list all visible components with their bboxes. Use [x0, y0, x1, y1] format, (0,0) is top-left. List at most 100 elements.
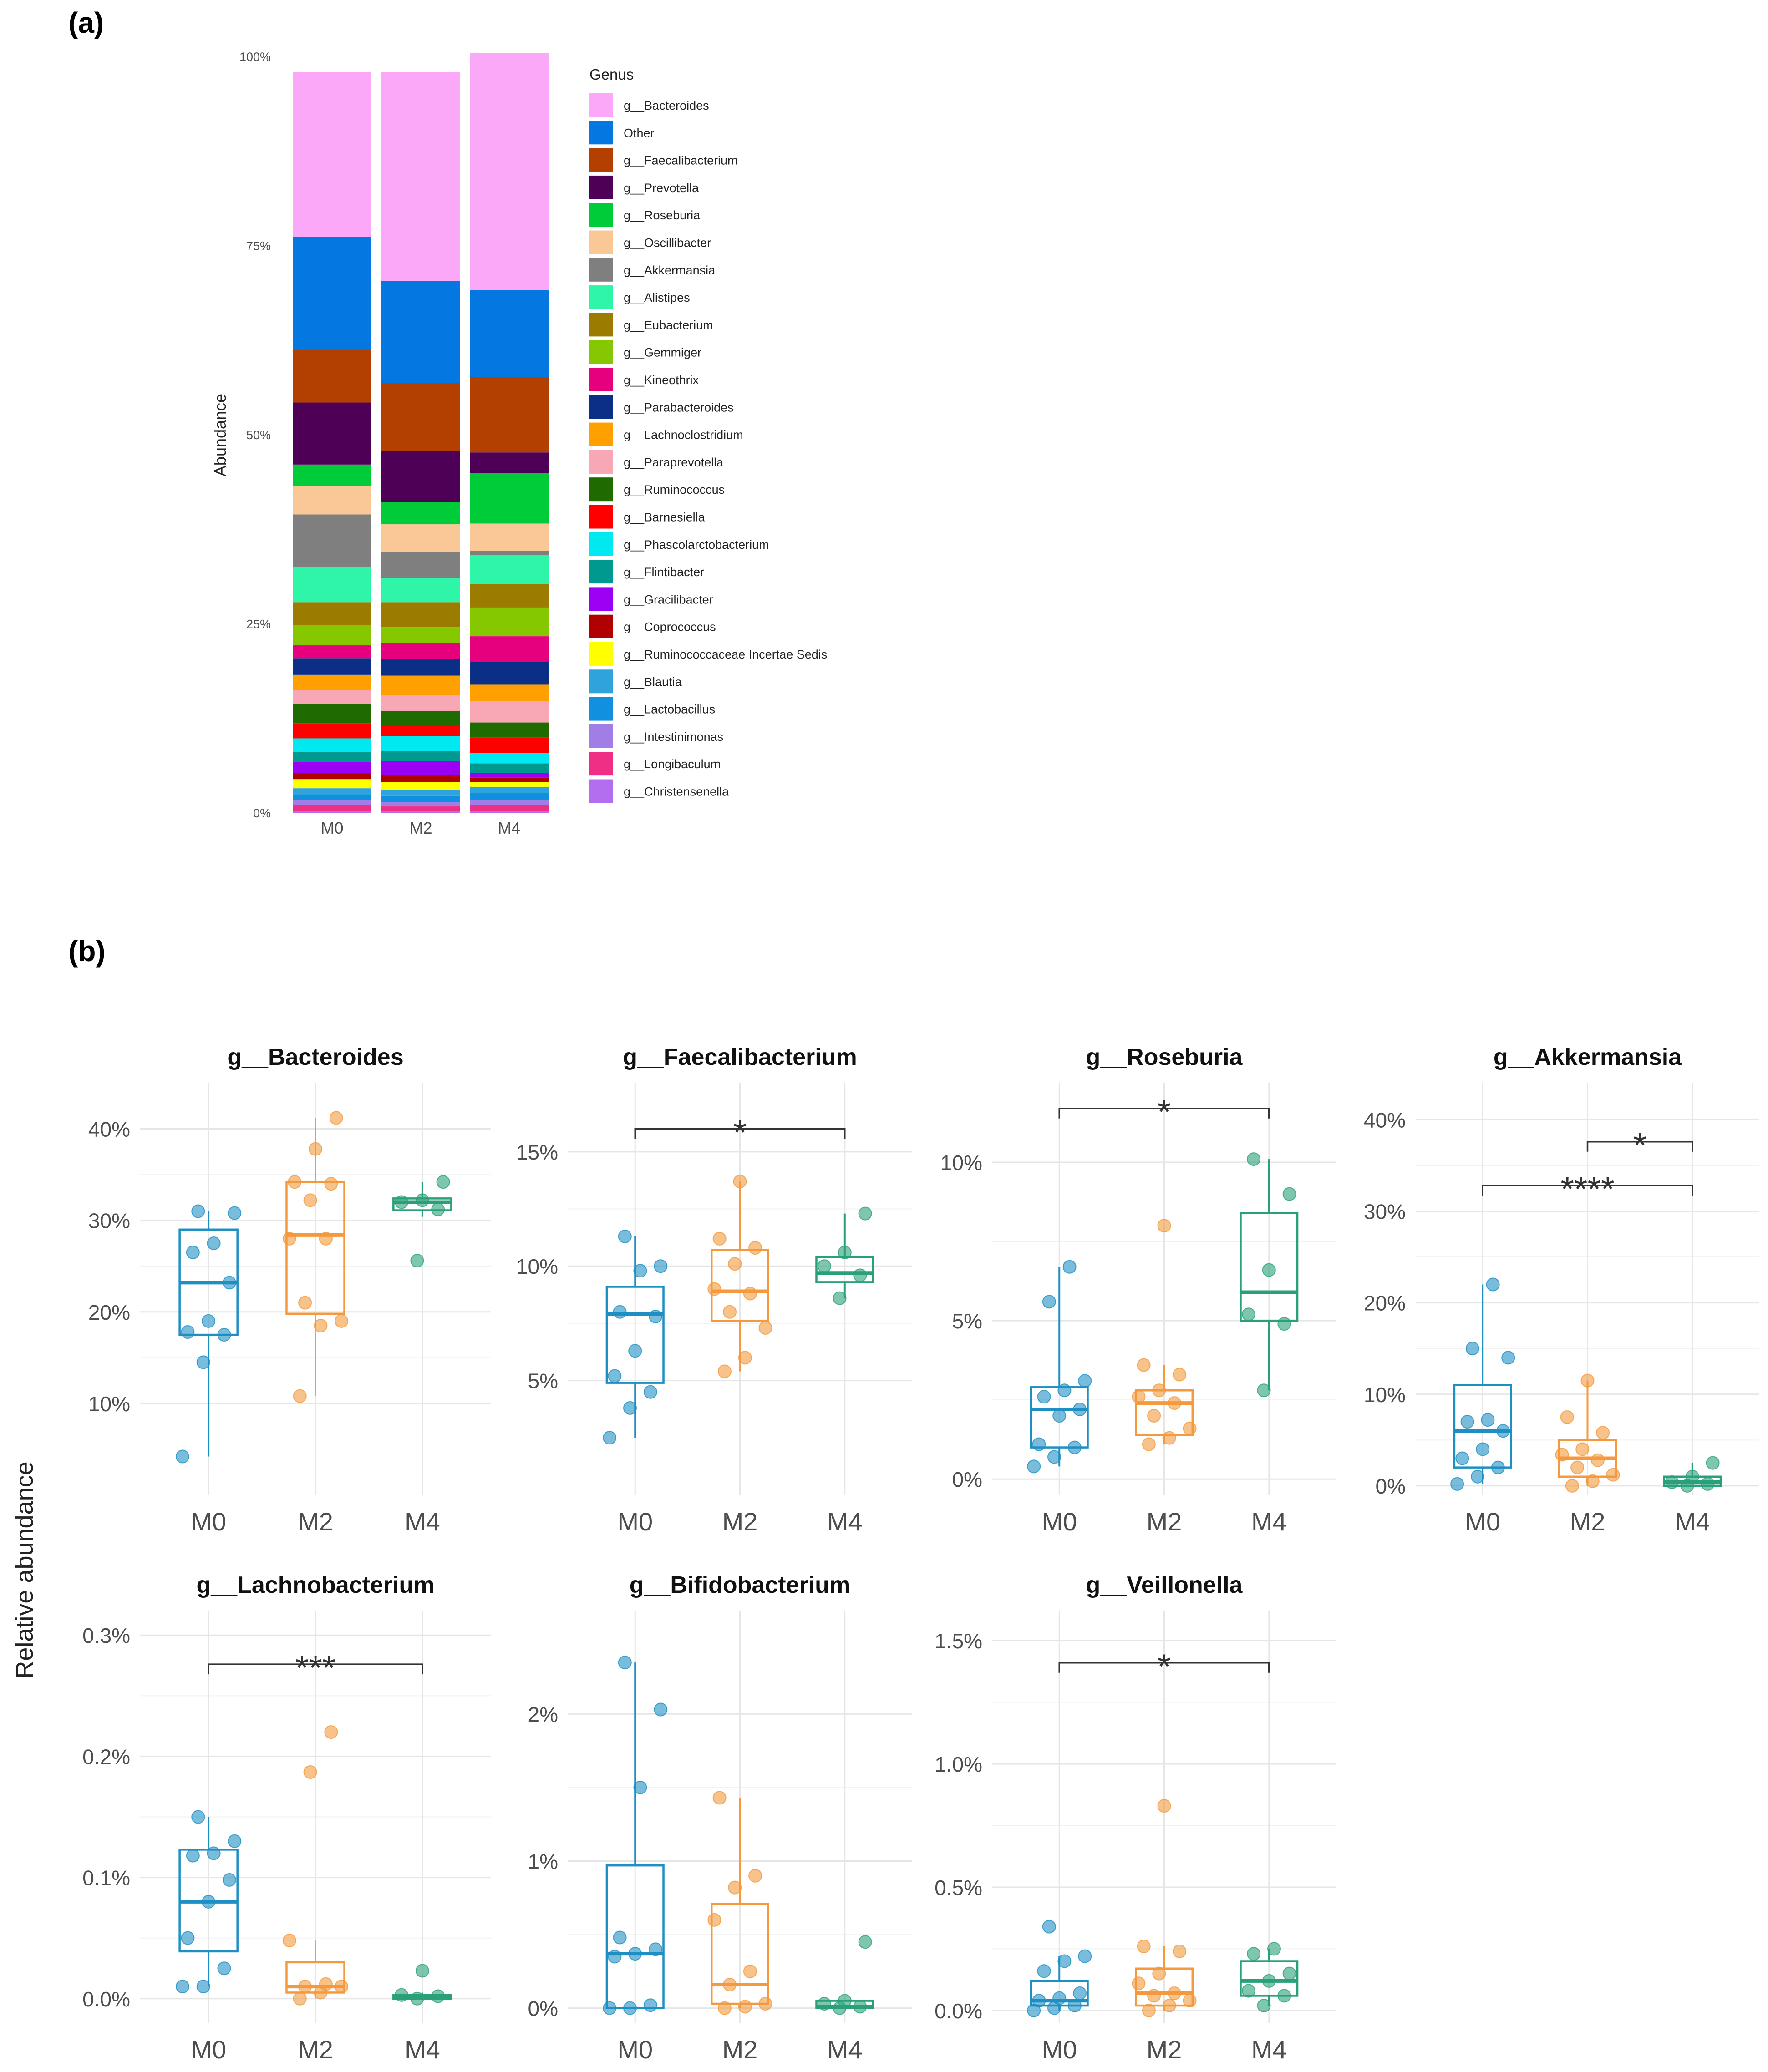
data-point	[1282, 1187, 1296, 1201]
boxplot-veillonella: g__Veillonella 0.0% 0.5% 1.0% 1.5% M0 M2 M4 *	[935, 1572, 1336, 2064]
data-point	[643, 1998, 657, 2012]
y-tick-label: 0.0%	[935, 1999, 982, 2023]
bar-segment-phascolarctobacterium-m0	[293, 738, 371, 752]
bar-segment-prevotella-m0	[293, 402, 371, 465]
data-point	[1073, 1403, 1087, 1417]
data-point	[623, 2001, 637, 2015]
bar-segment-intestinimonas-m4	[470, 800, 549, 805]
legend-title: Genus	[589, 66, 634, 83]
bar-segment-paraprevotella-m2	[381, 695, 460, 711]
data-point	[838, 1994, 852, 2008]
data-point	[1257, 1999, 1271, 2013]
bar-segment-barnesiella-m2	[381, 726, 460, 736]
data-point	[1142, 2003, 1156, 2017]
bar-segment-prevotella-m4	[470, 452, 549, 473]
data-point	[1137, 1358, 1151, 1372]
significance-bracket	[1058, 1662, 1270, 1673]
data-point	[1665, 1475, 1679, 1489]
x-tick-label: M2	[1147, 1507, 1182, 1536]
legend-label: g__Flintibacter	[624, 565, 704, 579]
bar-segment-other-m4	[470, 289, 549, 377]
legend-label: g__Akkermansia	[624, 263, 716, 277]
legend-swatch	[589, 505, 613, 529]
data-point	[175, 1980, 189, 1994]
bar-segment-alistipes-m0	[293, 567, 371, 603]
data-point	[613, 1305, 627, 1319]
bar-segment-flintibacter-m4	[470, 763, 549, 773]
panel-label-b: (b)	[68, 935, 106, 968]
data-point	[1277, 1989, 1291, 2003]
data-point	[738, 2000, 752, 2014]
legend-label: g__Intestinimonas	[624, 730, 723, 744]
legend-label: g__Coprococcus	[624, 620, 716, 634]
data-point	[1580, 1373, 1595, 1388]
data-point	[654, 1702, 668, 1717]
data-point	[1183, 1994, 1197, 2008]
legend-swatch	[589, 642, 613, 666]
data-point	[1078, 1949, 1092, 1963]
data-point	[1157, 1219, 1171, 1233]
x-tick-label: M2	[1147, 2035, 1182, 2064]
data-point	[1052, 1991, 1067, 2005]
bar-segment-bacteroides-m4	[470, 53, 549, 290]
data-point	[643, 1385, 657, 1399]
data-point	[1585, 1474, 1600, 1488]
panel-title: g__Roseburia	[1086, 1044, 1243, 1070]
data-point	[298, 1980, 312, 1994]
data-point	[303, 1765, 317, 1779]
y-tick-label: 25%	[246, 618, 271, 631]
bar-segment-gracilibacter-m0	[293, 761, 371, 773]
data-point	[1152, 1966, 1166, 1981]
box-m0	[605, 1286, 665, 1384]
data-point	[1173, 1368, 1187, 1382]
data-point	[1570, 1460, 1585, 1474]
data-point	[1062, 1260, 1077, 1274]
data-point	[335, 1314, 349, 1328]
data-point	[628, 1344, 642, 1358]
data-point	[202, 1314, 216, 1328]
bar-segment-gemmiger-m2	[381, 627, 460, 643]
data-point	[191, 1810, 205, 1824]
data-point	[613, 1930, 627, 1945]
bar-segment-other-m2	[381, 280, 460, 383]
data-point	[324, 1725, 338, 1739]
bar-segment-longibaculum-m2	[381, 806, 460, 811]
y-tick-label: 0.0%	[82, 1987, 130, 2011]
data-point	[1037, 1964, 1051, 1978]
data-point	[181, 1325, 195, 1339]
bar-segment-lachnoclostridium-m0	[293, 674, 371, 690]
boxplot-faecalibacterium: g__Faecalibacterium 5% 10% 15% M0 M2 M4 *	[516, 1044, 912, 1536]
data-point	[1486, 1277, 1500, 1292]
bar-segment-faecalibacterium-m0	[293, 350, 371, 403]
data-point	[1037, 1390, 1051, 1404]
bar-segment-coprococcus-m0	[293, 773, 371, 780]
boxplot-bacteroides: g__Bacteroides 10% 20% 30% 40% M0 M2 M4	[88, 1044, 491, 1536]
legend-swatch	[589, 614, 613, 638]
data-point	[833, 1291, 847, 1305]
bar-segment-gemmiger-m4	[470, 607, 549, 637]
data-point	[853, 1268, 867, 1282]
data-point	[1052, 1408, 1067, 1423]
bar-segment-longibaculum-m0	[293, 805, 371, 811]
x-tick-label: M0	[1041, 2035, 1077, 2064]
data-point	[633, 1780, 647, 1794]
legend-swatch	[589, 669, 613, 694]
data-point	[1560, 1410, 1574, 1424]
data-point	[728, 1257, 742, 1271]
data-point	[858, 1935, 872, 1949]
data-point	[395, 1988, 409, 2002]
data-point	[1073, 1986, 1087, 2000]
data-point	[723, 1305, 737, 1319]
bar-segment-coprococcus-m4	[470, 777, 549, 782]
y-tick-label: 0.2%	[82, 1745, 130, 1768]
bar-segment-faecalibacterium-m4	[470, 377, 549, 453]
bar-segment-christensenella-m4	[470, 811, 549, 813]
data-point	[1027, 1459, 1041, 1474]
data-point	[733, 1175, 747, 1189]
y-tick-label: 10%	[940, 1151, 982, 1175]
bar-segment-alistipes-m2	[381, 578, 460, 603]
data-point	[628, 1947, 642, 1961]
data-point	[748, 1869, 762, 1883]
y-axis-label: Abundance	[211, 394, 229, 476]
y-tick-label: 20%	[88, 1301, 130, 1324]
